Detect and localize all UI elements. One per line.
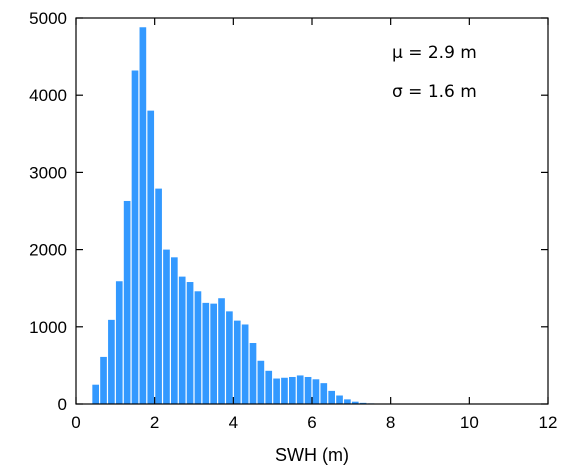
x-tick-label: 8 xyxy=(386,413,395,432)
std-annotation: σ = 1.6 m xyxy=(392,82,477,102)
histogram-bar xyxy=(171,257,178,404)
histogram-bar xyxy=(155,188,162,404)
histogram-bar xyxy=(265,370,273,404)
x-tick-label: 6 xyxy=(307,413,316,432)
y-tick-label: 2000 xyxy=(29,241,67,260)
y-tick-labels: 0 1000 2000 3000 4000 5000 xyxy=(29,9,67,414)
histogram-bar xyxy=(226,311,233,404)
histogram-bar xyxy=(249,343,257,404)
histogram-bar xyxy=(320,383,328,404)
histogram-bar xyxy=(194,291,202,404)
histogram-bar xyxy=(147,110,155,404)
axis-ticks xyxy=(75,17,549,405)
histogram-bar xyxy=(273,378,280,404)
histogram-bar xyxy=(336,395,343,404)
x-tick-label: 12 xyxy=(539,413,558,432)
y-tick-label: 1000 xyxy=(29,318,67,337)
histogram-bar xyxy=(312,379,320,404)
histogram-bar xyxy=(233,320,241,404)
histogram-bar xyxy=(344,399,351,404)
histogram-bar xyxy=(218,298,225,404)
x-tick-label: 0 xyxy=(71,413,80,432)
histogram-bar xyxy=(281,377,288,404)
plot-frame xyxy=(75,17,549,405)
histogram-bar xyxy=(139,27,147,404)
histogram-bar xyxy=(131,70,139,404)
histogram-bar xyxy=(178,276,186,404)
y-tick-label: 0 xyxy=(58,395,67,414)
histogram-bar xyxy=(108,319,115,404)
mean-annotation: μ = 2.9 m xyxy=(392,43,477,63)
x-tick-labels: 0 2 4 6 8 10 12 xyxy=(71,413,557,432)
histogram-bar xyxy=(351,401,359,404)
histogram-bar xyxy=(100,356,107,404)
x-tick-label: 10 xyxy=(460,413,479,432)
y-tick-label: 4000 xyxy=(29,86,67,105)
histogram-bar xyxy=(186,282,194,404)
histogram-bar xyxy=(296,375,304,404)
histogram-bar xyxy=(328,390,335,404)
histogram-bars xyxy=(92,27,485,405)
histogram-bar xyxy=(163,249,170,404)
histogram-bar xyxy=(202,302,210,404)
histogram-bar xyxy=(241,324,249,404)
histogram-bar xyxy=(115,281,123,404)
histogram-bar xyxy=(123,200,131,404)
y-tick-label: 3000 xyxy=(29,163,67,182)
histogram-bar xyxy=(210,303,217,404)
histogram-bar xyxy=(304,376,312,404)
histogram-bar xyxy=(257,360,265,404)
x-tick-label: 2 xyxy=(150,413,159,432)
histogram-bar xyxy=(92,384,99,404)
x-axis-title: SWH (m) xyxy=(275,445,349,465)
x-tick-label: 4 xyxy=(229,413,238,432)
histogram-bar xyxy=(289,376,296,404)
y-tick-label: 5000 xyxy=(29,9,67,28)
